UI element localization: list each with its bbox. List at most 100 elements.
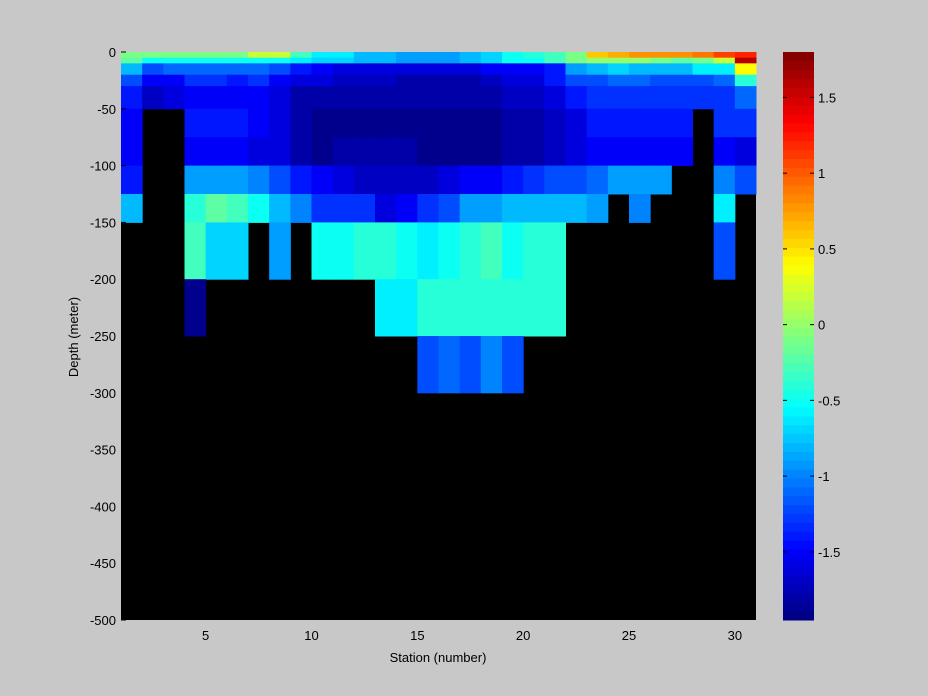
heatmap-cell: [311, 74, 334, 87]
heatmap-cell: [650, 57, 672, 64]
heatmap-cell: [142, 52, 164, 59]
heatmap-cell: [332, 222, 355, 280]
heatmap-cell: [629, 57, 651, 64]
heatmap-cell: [438, 165, 461, 195]
heatmap-cell: [692, 86, 715, 110]
heatmap-cell: [226, 194, 249, 223]
heatmap-cell: [480, 63, 503, 76]
heatmap-cell: [226, 63, 249, 76]
colorbar-swatch: [783, 131, 814, 142]
y-tick-label: -450: [90, 556, 116, 571]
heatmap-cell: [332, 57, 355, 64]
heatmap-cell: [671, 108, 693, 138]
heatmap-cell: [121, 52, 143, 59]
colorbar-swatch: [783, 327, 814, 337]
heatmap-cell: [184, 137, 207, 167]
heatmap-cell: [311, 165, 334, 195]
heatmap-cell: [396, 137, 418, 167]
heatmap-cell: [586, 165, 609, 195]
heatmap-cell: [417, 279, 439, 337]
heatmap-cell: [332, 108, 355, 138]
heatmap-cell: [607, 74, 630, 87]
heatmap-cell: [459, 57, 482, 64]
heatmap-cell: [502, 336, 524, 394]
heatmap-cell: [544, 165, 566, 195]
x-axis-label: Station (number): [390, 650, 487, 665]
heatmap-cell: [459, 86, 482, 110]
y-tick-label: -200: [90, 272, 116, 287]
colorbar: [783, 52, 814, 621]
heatmap-cell: [523, 86, 545, 110]
heatmap-cell: [502, 222, 524, 280]
heatmap-cell: [544, 74, 566, 87]
heatmap-cell: [586, 86, 609, 110]
heatmap-cell: [205, 137, 228, 167]
colorbar-swatch: [783, 611, 814, 621]
heatmap-cell: [269, 63, 291, 76]
heatmap-cell: [396, 86, 418, 110]
colorbar-tick-label: -0.5: [818, 393, 840, 408]
colorbar-swatch: [783, 256, 814, 266]
heatmap-cell: [713, 165, 736, 195]
heatmap-cell: [502, 279, 524, 337]
heatmap-cell: [353, 222, 376, 280]
heatmap-cell: [459, 222, 482, 280]
colorbar-swatch: [783, 593, 814, 603]
heatmap-cell: [523, 52, 545, 59]
colorbar-tick-label: -1: [818, 469, 830, 484]
x-tick-label: 5: [202, 628, 209, 643]
heatmap-cell: [205, 63, 228, 76]
colorbar-swatch: [783, 424, 814, 435]
heatmap-cell: [163, 57, 185, 64]
heatmap-cell: [248, 137, 270, 167]
heatmap-cell: [417, 52, 439, 59]
heatmap-cell: [269, 86, 291, 110]
heatmap-cell: [671, 52, 693, 59]
heatmap-cell: [396, 165, 418, 195]
y-tick-label: -150: [90, 215, 116, 230]
heatmap-cell: [332, 63, 355, 76]
heatmap-cell: [523, 108, 545, 138]
heatmap-cell: [290, 108, 312, 138]
heatmap-cells: [121, 52, 757, 394]
y-axis-label: Depth (meter): [66, 297, 81, 377]
heatmap-cell: [269, 194, 291, 223]
colorbar-swatch: [783, 486, 814, 497]
heatmap-cell: [650, 108, 672, 138]
colorbar-swatch: [783, 194, 814, 204]
heatmap-cell: [375, 165, 397, 195]
heatmap-cell: [459, 336, 482, 394]
colorbar-swatch: [783, 549, 814, 559]
heatmap-cell: [565, 52, 588, 59]
heatmap-cell: [480, 108, 503, 138]
colorbar-swatch: [783, 353, 814, 364]
heatmap-cell: [290, 74, 312, 87]
heatmap-cell: [417, 336, 439, 394]
heatmap-cell: [523, 63, 545, 76]
heatmap-cell: [163, 74, 185, 87]
x-tick-label: 30: [728, 628, 742, 643]
colorbar-swatch: [783, 371, 814, 381]
heatmap-cell: [438, 108, 461, 138]
heatmap-cell: [650, 86, 672, 110]
heatmap-cell: [671, 137, 693, 167]
heatmap-cell: [713, 57, 736, 64]
heatmap-cell: [163, 52, 185, 59]
heatmap-cell: [650, 63, 672, 76]
heatmap-cell: [353, 108, 376, 138]
heatmap-cell: [650, 137, 672, 167]
heatmap-cell: [523, 279, 545, 337]
heatmap-cell: [226, 52, 249, 59]
y-tick-label: -300: [90, 386, 116, 401]
heatmap-cell: [142, 86, 164, 110]
heatmap-cell: [163, 86, 185, 110]
heatmap-cell: [544, 86, 566, 110]
colorbar-tick-label: -1.5: [818, 545, 840, 560]
heatmap-cell: [121, 194, 143, 223]
colorbar-swatch: [783, 60, 814, 71]
heatmap-cell: [205, 52, 228, 59]
heatmap-cell: [375, 194, 397, 223]
colorbar-swatch: [783, 362, 814, 373]
heatmap-cell: [184, 74, 207, 87]
heatmap-cell: [438, 57, 461, 64]
